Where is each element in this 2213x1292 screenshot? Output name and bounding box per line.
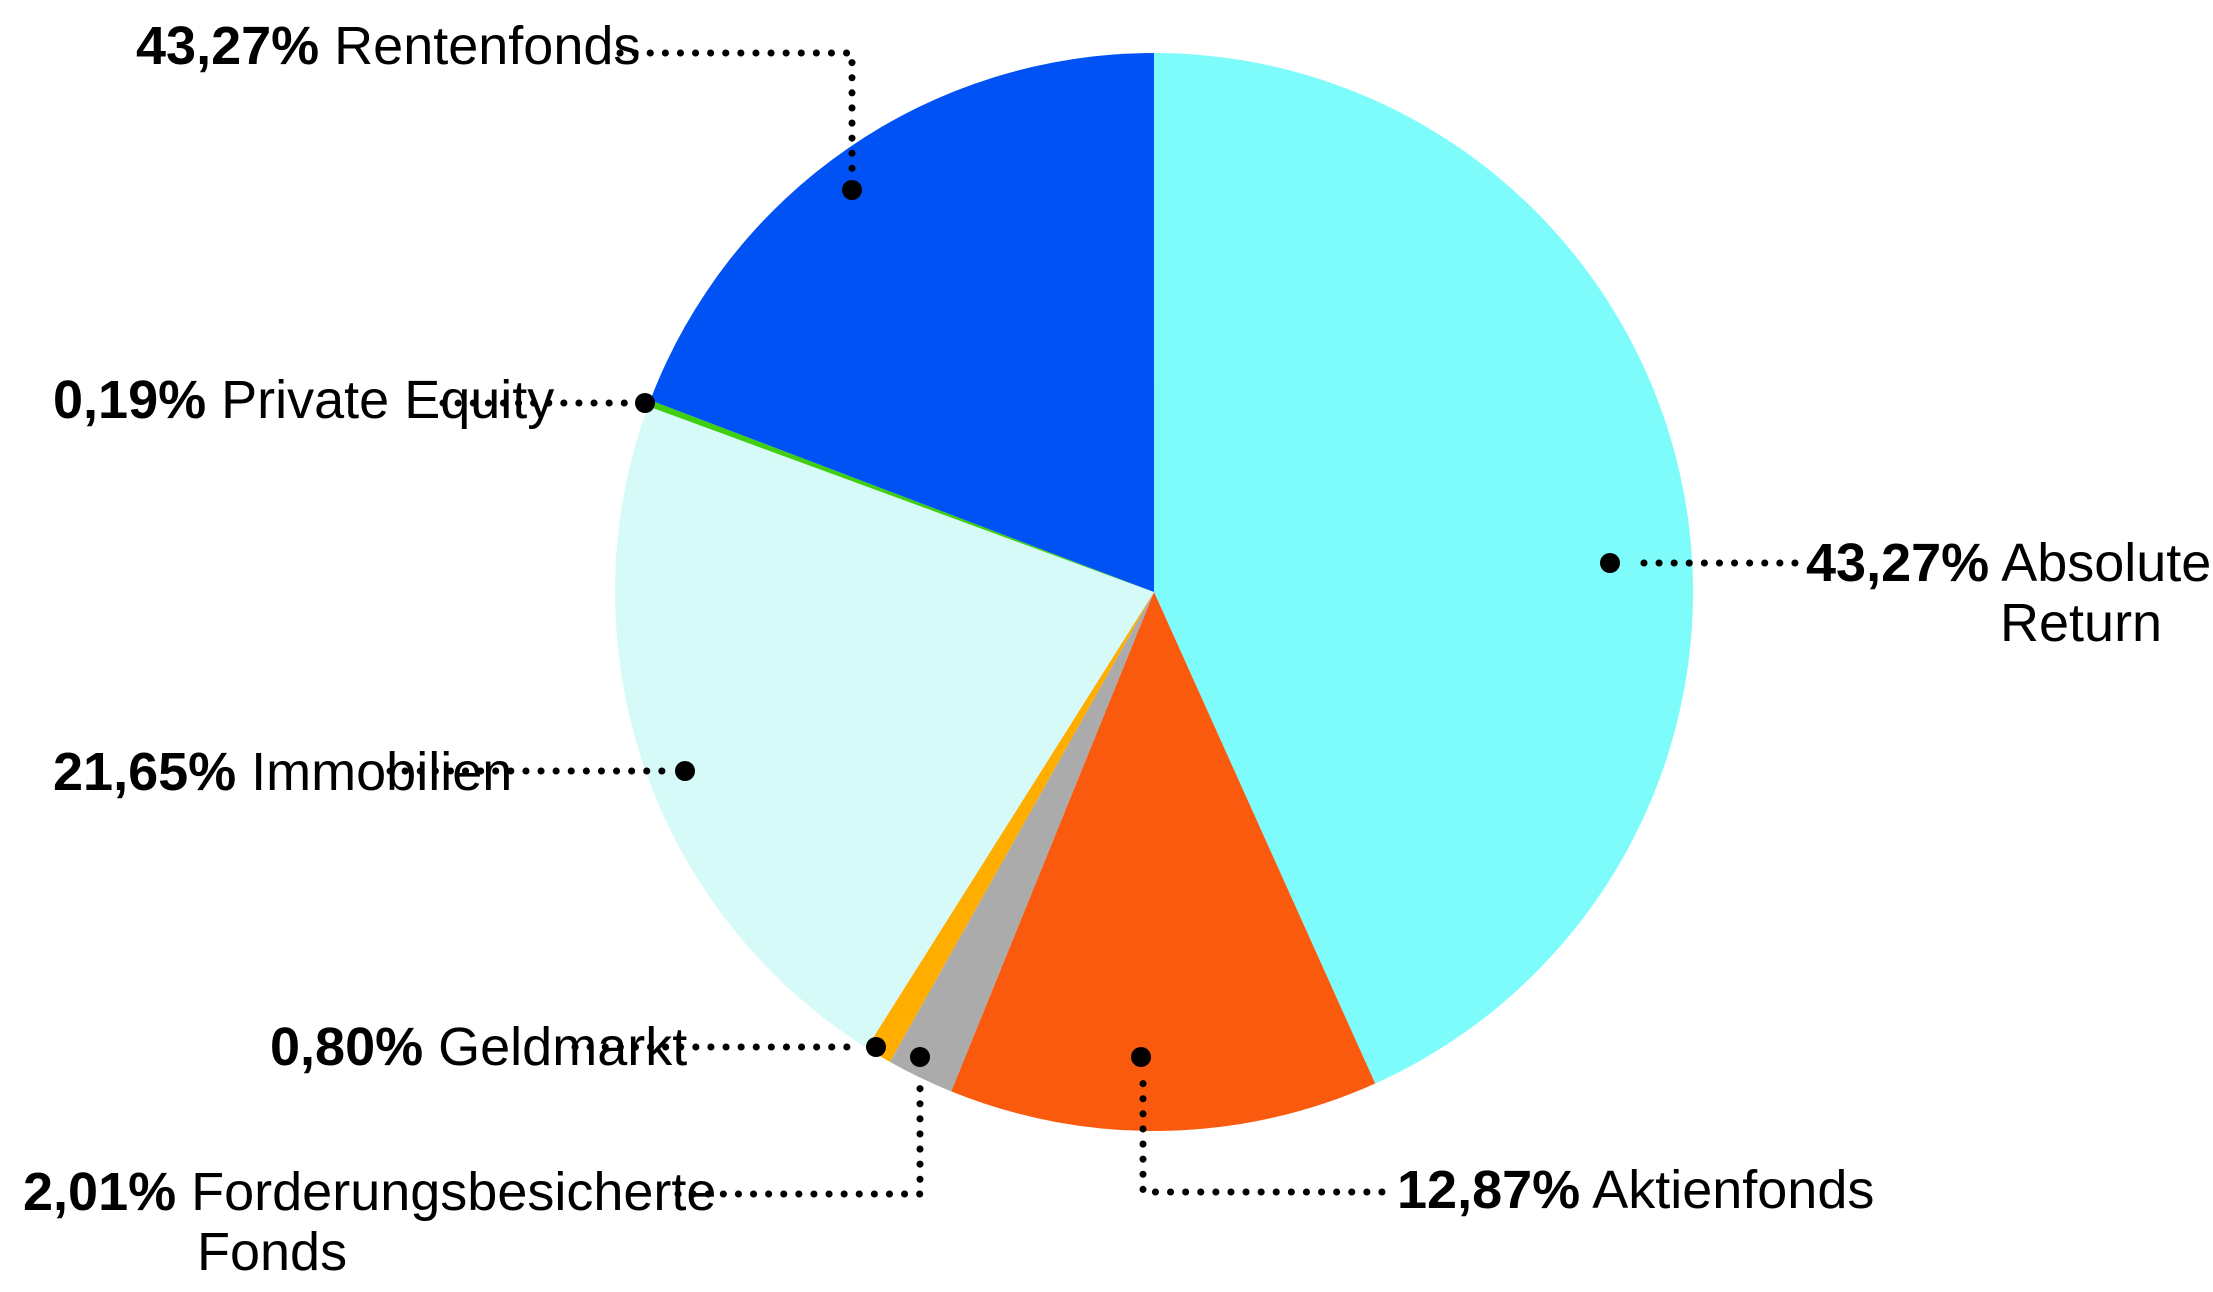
pie-slice-forderungsbesicherte_fonds xyxy=(889,592,1154,1092)
pie-slice-private_equity xyxy=(648,400,1154,592)
anchor-dot-absolute_return xyxy=(1600,553,1620,573)
label-absolute-return-value: 43,27% xyxy=(1806,533,1990,593)
label-aktienfonds-name: Aktienfonds xyxy=(1592,1160,1875,1220)
label-immobilien: 21,65% Immobilien xyxy=(53,742,512,802)
anchor-dot-private_equity xyxy=(635,393,655,413)
pie-slice-rentenfonds xyxy=(650,53,1154,592)
label-private-equity-name: Private Equity xyxy=(221,370,555,430)
label-immobilien-name: Immobilien xyxy=(251,742,513,802)
anchor-dot-geldmarkt xyxy=(866,1037,886,1057)
label-geldmarkt-value: 0,80% xyxy=(270,1017,424,1077)
label-aktienfonds: 12,87% Aktienfonds xyxy=(1397,1160,1874,1220)
anchor-dot-rentenfonds xyxy=(842,180,862,200)
label-geldmarkt: 0,80% Geldmarkt xyxy=(270,1017,687,1077)
label-aktienfonds-value: 12,87% xyxy=(1397,1160,1581,1220)
label-rentenfonds-value: 43,27% xyxy=(136,16,320,76)
label-absolute-return-name-line1: Absolute xyxy=(2001,533,2212,593)
label-absolute-return: 43,27% Absolute Return xyxy=(1806,533,2211,653)
pie-slice-aktienfonds xyxy=(951,592,1376,1131)
leader-line-aktienfonds xyxy=(1139,1070,1386,1196)
label-rentenfonds: 43,27% Rentenfonds xyxy=(136,16,640,76)
pie-slice-geldmarkt xyxy=(866,592,1154,1062)
anchor-dot-immobilien xyxy=(675,761,695,781)
pie-slice-immobilien xyxy=(615,406,1154,1048)
label-rentenfonds-name: Rentenfonds xyxy=(334,16,641,76)
label-forderungsbesicherte-fonds-name-line2: Fonds xyxy=(197,1222,348,1282)
label-forderungsbesicherte-fonds-name-line1: Forderungsbesicherte xyxy=(191,1162,717,1222)
label-forderungsbesicherte-fonds-value: 2,01% xyxy=(23,1162,177,1222)
label-forderungsbesicherte-fonds: 2,01% Forderungsbesicherte Fonds xyxy=(23,1162,716,1282)
label-private-equity-value: 0,19% xyxy=(53,370,207,430)
label-geldmarkt-name: Geldmarkt xyxy=(438,1017,688,1077)
label-private-equity: 0,19% Private Equity xyxy=(53,370,554,430)
anchor-dot-aktienfonds xyxy=(1131,1047,1151,1067)
label-absolute-return-name-line2: Return xyxy=(2000,593,2163,653)
pie-slice-absolute_return xyxy=(1154,53,1693,1084)
leader-line-rentenfonds xyxy=(616,49,856,180)
label-immobilien-value: 21,65% xyxy=(53,742,237,802)
leader-line-forderungsbesicherte_fonds xyxy=(674,1070,924,1198)
anchor-dot-forderungsbesicherte_fonds xyxy=(910,1047,930,1067)
